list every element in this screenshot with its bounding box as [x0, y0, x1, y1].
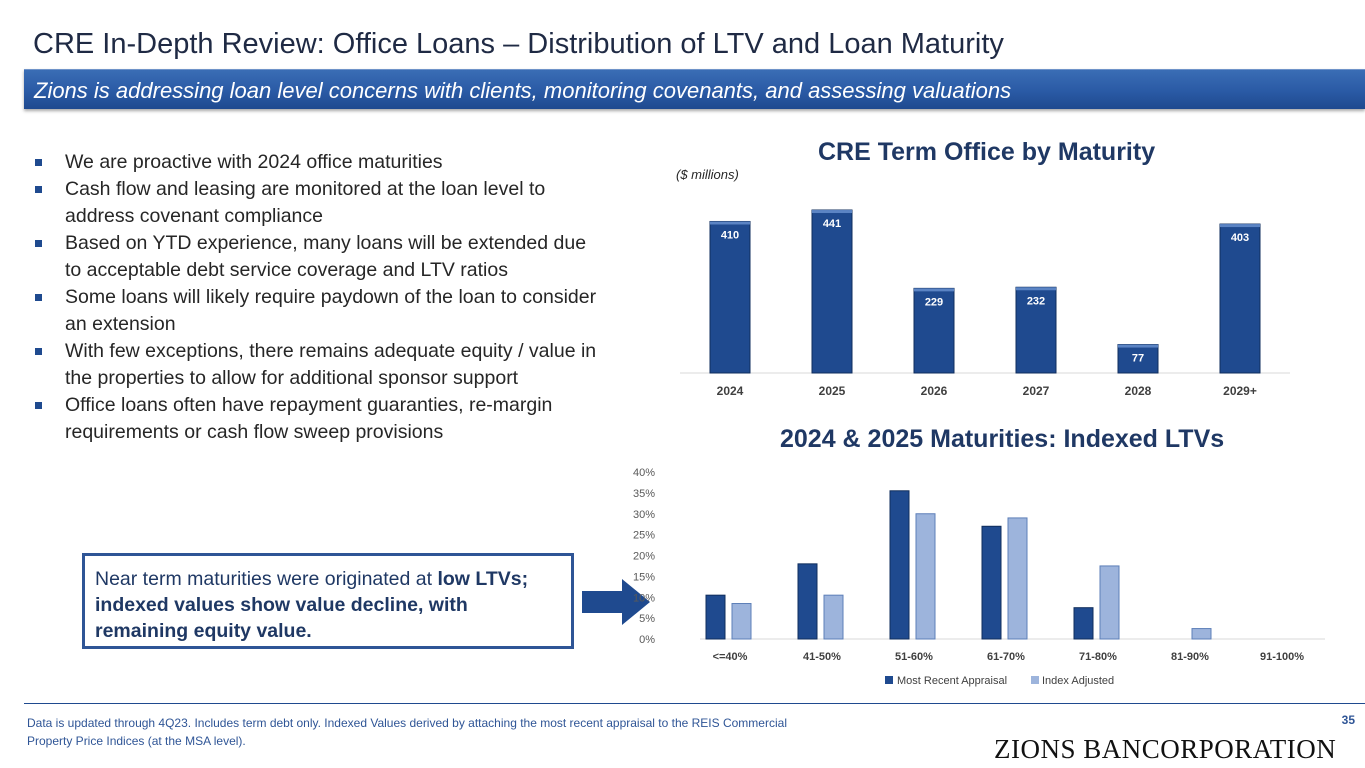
- maturity-bar-highlight: [1220, 224, 1260, 228]
- ltv-y-tick-label: 40%: [633, 467, 655, 479]
- ltv-y-tick-label: 0%: [639, 634, 655, 646]
- ltv-x-tick-label: 51-60%: [895, 651, 933, 663]
- ltv-y-tick-label: 35%: [633, 488, 655, 500]
- bullet-text: Based on YTD experience, many loans will…: [65, 232, 587, 281]
- ltv-y-tick-label: 10%: [633, 592, 655, 604]
- callout-box: Near term maturities were originated at …: [82, 553, 574, 649]
- bullet-item: We are proactive with 2024 office maturi…: [33, 149, 603, 176]
- right-arrow-icon: [582, 579, 650, 625]
- maturity-bar-highlight: [1118, 344, 1158, 348]
- subtitle-banner: Zions is addressing loan level concerns …: [24, 69, 1365, 109]
- maturity-bar: [1117, 344, 1159, 374]
- ltv-y-tick-label: 25%: [633, 530, 655, 542]
- legend-label-appraisal: Most Recent Appraisal: [897, 675, 1007, 687]
- maturity-data-label: 229: [925, 296, 943, 308]
- ltv-bar-index-adjusted: [1191, 628, 1212, 640]
- bullet-item: With few exceptions, there remains adequ…: [33, 338, 603, 392]
- bullet-square-icon: [35, 402, 42, 409]
- bullet-item: Cash flow and leasing are monitored at t…: [33, 176, 603, 230]
- maturity-data-label: 77: [1132, 353, 1144, 365]
- maturity-bar-highlight: [812, 210, 852, 214]
- maturity-chart-title: CRE Term Office by Maturity: [818, 138, 1156, 166]
- maturity-data-label: 410: [721, 229, 739, 241]
- bullet-list: We are proactive with 2024 office maturi…: [33, 149, 603, 446]
- ltv-x-tick-label: 41-50%: [803, 651, 841, 663]
- bullet-square-icon: [35, 240, 42, 247]
- subtitle-text: Zions is addressing loan level concerns …: [34, 78, 1012, 103]
- maturity-chart-units: ($ millions): [676, 167, 739, 182]
- callout-text: Near term maturities were originated at: [95, 568, 438, 590]
- bullet-item: Some loans will likely require paydown o…: [33, 284, 603, 338]
- maturity-bar-highlight: [710, 221, 750, 225]
- maturity-bar: [811, 209, 853, 374]
- maturity-bar-highlight: [914, 288, 954, 292]
- ltv-bar-appraisal: [1073, 607, 1094, 640]
- ltv-bar-index-adjusted: [823, 594, 844, 640]
- ltv-x-tick-label: 81-90%: [1171, 651, 1209, 663]
- bullet-square-icon: [35, 159, 42, 166]
- ltv-x-tick-label: <=40%: [713, 651, 748, 663]
- bullet-item: Office loans often have repayment guaran…: [33, 392, 603, 446]
- ltv-bar-appraisal: [797, 563, 818, 640]
- legend-swatch-index-adjusted: [1031, 676, 1039, 684]
- callout-bold-text: low LTVs; indexed values show value decl…: [95, 568, 529, 642]
- ltv-x-tick-label: 91-100%: [1260, 651, 1304, 663]
- maturity-data-label: 403: [1231, 232, 1249, 244]
- ltv-y-tick-label: 15%: [633, 571, 655, 583]
- ltv-bar-appraisal: [889, 490, 910, 640]
- maturity-bar: [1219, 223, 1261, 374]
- bullet-text: Some loans will likely require paydown o…: [65, 286, 597, 335]
- bullet-text: Office loans often have repayment guaran…: [65, 394, 553, 443]
- ltv-y-tick-label: 20%: [633, 551, 655, 563]
- maturity-x-tick-label: 2025: [819, 384, 846, 398]
- ltv-bar-chart: 0% 5% 10% 15% 20% 25% 30% 35% 40% <=40% 41-50% 51-6…: [633, 467, 1325, 687]
- bullet-item: Based on YTD experience, many loans will…: [33, 230, 603, 284]
- ltv-bar-index-adjusted: [915, 513, 936, 640]
- ltv-bar-index-adjusted: [1007, 517, 1028, 640]
- footer-rule: [24, 703, 1365, 704]
- ltv-bar-index-adjusted: [731, 603, 752, 640]
- ltv-x-tick-label: 61-70%: [987, 651, 1025, 663]
- maturity-x-tick-label: 2027: [1023, 384, 1050, 398]
- bullet-text: Cash flow and leasing are monitored at t…: [65, 178, 546, 227]
- page-number: 35: [1341, 713, 1355, 727]
- maturity-x-tick-label: 2024: [717, 384, 744, 398]
- maturity-data-label: 232: [1027, 295, 1045, 307]
- ltv-bar-index-adjusted: [1099, 565, 1120, 640]
- maturity-x-tick-label: 2026: [921, 384, 948, 398]
- ltv-y-tick-label: 30%: [633, 509, 655, 521]
- maturity-bar-highlight: [1016, 287, 1056, 291]
- logo: ZIONS BANCORPORATION: [994, 734, 1337, 764]
- ltv-bar-appraisal: [981, 525, 1002, 640]
- slide-title: CRE In-Depth Review: Office Loans – Dist…: [33, 28, 1004, 60]
- maturity-data-label: 441: [823, 218, 841, 230]
- maturity-x-tick-label: 2028: [1125, 384, 1152, 398]
- bullet-square-icon: [35, 348, 42, 355]
- footnote: Data is updated through 4Q23. Includes t…: [27, 716, 787, 748]
- legend-label-index-adjusted: Index Adjusted: [1042, 675, 1114, 687]
- maturity-bar: [1015, 286, 1057, 374]
- bullet-square-icon: [35, 294, 42, 301]
- ltv-chart-title: 2024 & 2025 Maturities: Indexed LTVs: [780, 425, 1225, 453]
- bullet-text: We are proactive with 2024 office maturi…: [65, 151, 443, 173]
- ltv-y-tick-label: 5%: [639, 613, 655, 625]
- maturity-bar: [913, 287, 955, 374]
- ltv-x-tick-label: 71-80%: [1079, 651, 1117, 663]
- bullet-square-icon: [35, 186, 42, 193]
- legend-swatch-appraisal: [885, 676, 893, 684]
- maturity-bar: [709, 220, 751, 374]
- bullet-text: With few exceptions, there remains adequ…: [65, 340, 597, 389]
- maturity-bar-chart: 410 2024 441 2025 229 2026 232 2027 77 2028 403 202…: [680, 209, 1290, 398]
- ltv-bar-appraisal: [705, 594, 726, 640]
- maturity-x-tick-label: 2029+: [1223, 384, 1257, 398]
